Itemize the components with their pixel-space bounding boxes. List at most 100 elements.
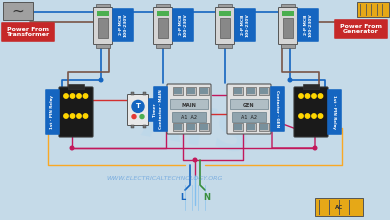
FancyBboxPatch shape <box>278 7 298 44</box>
Bar <box>234 88 238 94</box>
FancyBboxPatch shape <box>154 7 172 44</box>
Bar <box>282 11 294 16</box>
Bar <box>131 92 133 95</box>
Circle shape <box>305 114 310 118</box>
Bar <box>281 4 295 8</box>
Text: Power From
Transformer: Power From Transformer <box>7 27 50 37</box>
Bar <box>234 124 238 130</box>
Circle shape <box>318 114 323 118</box>
Circle shape <box>140 115 144 119</box>
Bar <box>246 87 256 95</box>
Circle shape <box>83 94 88 98</box>
Text: 1st - PIN Relay: 1st - PIN Relay <box>50 95 55 129</box>
Text: Timer: Timer <box>153 103 157 117</box>
Bar <box>156 4 170 8</box>
Text: AC: AC <box>335 205 343 209</box>
Bar <box>204 88 208 94</box>
Circle shape <box>70 114 75 118</box>
Bar <box>218 44 232 48</box>
Bar <box>191 124 195 130</box>
Circle shape <box>312 114 316 118</box>
Bar <box>260 88 264 94</box>
Bar <box>170 99 208 109</box>
Bar <box>219 11 231 16</box>
Text: 2-P MCB
100-230V: 2-P MCB 100-230V <box>304 13 312 37</box>
Bar <box>247 124 251 130</box>
Bar <box>186 123 196 131</box>
Bar <box>178 88 182 94</box>
Circle shape <box>299 94 303 98</box>
FancyBboxPatch shape <box>270 86 285 132</box>
FancyBboxPatch shape <box>216 7 234 44</box>
Bar <box>142 125 145 128</box>
Bar <box>96 4 110 8</box>
Bar <box>173 87 183 95</box>
Bar <box>98 18 108 38</box>
Bar <box>157 11 169 16</box>
Bar <box>283 18 293 38</box>
Text: L: L <box>180 192 186 202</box>
FancyBboxPatch shape <box>167 84 211 134</box>
Text: ATS: ATS <box>138 95 256 165</box>
FancyBboxPatch shape <box>294 87 328 137</box>
FancyBboxPatch shape <box>148 98 162 122</box>
Bar <box>281 44 295 48</box>
Bar <box>264 88 268 94</box>
Bar <box>97 11 109 16</box>
Circle shape <box>193 158 197 162</box>
FancyBboxPatch shape <box>94 7 112 44</box>
FancyBboxPatch shape <box>234 8 256 42</box>
Text: A1  A2: A1 A2 <box>241 114 257 119</box>
Bar <box>187 124 191 130</box>
Bar <box>251 88 255 94</box>
Bar <box>172 112 206 122</box>
Circle shape <box>70 94 75 98</box>
FancyBboxPatch shape <box>45 89 60 135</box>
Circle shape <box>64 94 68 98</box>
Text: Contactor - GEN: Contactor - GEN <box>275 90 280 128</box>
Bar <box>156 44 170 48</box>
FancyBboxPatch shape <box>153 86 168 132</box>
Bar <box>238 124 242 130</box>
Bar <box>96 44 110 48</box>
Text: 2-P MCB
100-230V: 2-P MCB 100-230V <box>241 13 249 37</box>
FancyBboxPatch shape <box>297 8 319 42</box>
FancyBboxPatch shape <box>128 95 149 125</box>
Text: WWW.ELECTRICALTECHNOLOGY.ORG: WWW.ELECTRICALTECHNOLOGY.ORG <box>107 176 223 180</box>
Circle shape <box>70 146 74 150</box>
Bar <box>357 2 389 17</box>
Bar <box>191 88 195 94</box>
FancyBboxPatch shape <box>1 22 55 42</box>
Text: Contactor - MAIN: Contactor - MAIN <box>158 89 163 129</box>
Text: 2-P MCB
100-230V: 2-P MCB 100-230V <box>179 13 187 37</box>
Circle shape <box>288 78 292 82</box>
Bar <box>199 87 209 95</box>
Circle shape <box>132 100 144 112</box>
Bar <box>131 125 133 128</box>
Circle shape <box>313 146 317 150</box>
Bar <box>315 198 363 216</box>
Circle shape <box>312 94 316 98</box>
Circle shape <box>299 114 303 118</box>
Bar <box>303 84 319 89</box>
Bar <box>220 18 230 38</box>
Text: A1  A2: A1 A2 <box>181 114 197 119</box>
Circle shape <box>318 94 323 98</box>
Bar <box>259 123 269 131</box>
Bar <box>233 123 243 131</box>
Bar <box>68 84 84 89</box>
Bar <box>199 123 209 131</box>
Bar <box>232 112 266 122</box>
FancyBboxPatch shape <box>227 84 271 134</box>
Bar <box>247 88 251 94</box>
Bar <box>187 88 191 94</box>
Circle shape <box>132 115 136 119</box>
FancyBboxPatch shape <box>172 8 194 42</box>
Circle shape <box>83 114 88 118</box>
Bar <box>186 87 196 95</box>
Bar <box>158 18 168 38</box>
Bar <box>260 124 264 130</box>
Bar <box>238 88 242 94</box>
Text: 2-P MCB
100-230V: 2-P MCB 100-230V <box>119 13 127 37</box>
FancyBboxPatch shape <box>327 89 342 135</box>
